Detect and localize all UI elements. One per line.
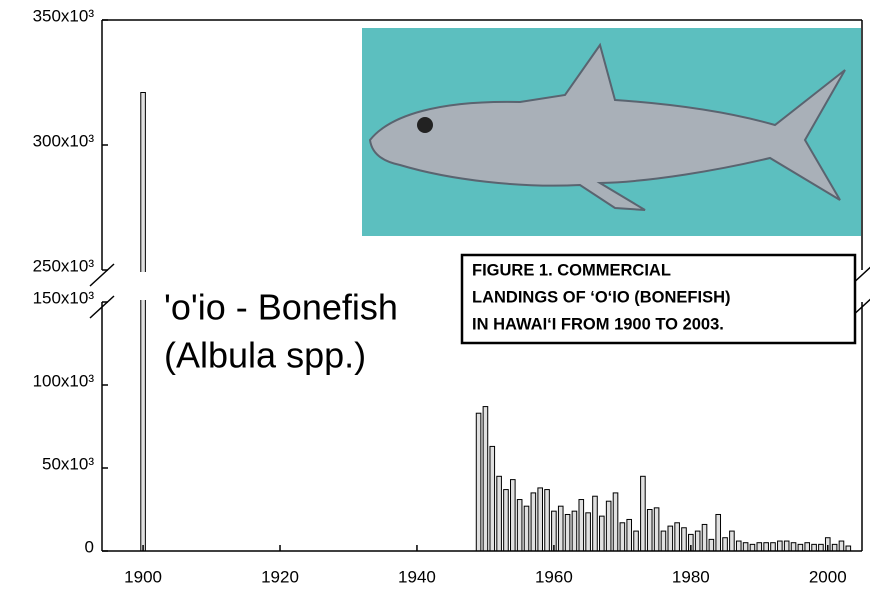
bar xyxy=(606,501,611,551)
bar xyxy=(654,508,659,551)
bar xyxy=(819,544,824,551)
bar xyxy=(586,513,591,551)
page: {"chart_data": { "type": "bar", "annotat… xyxy=(0,0,870,592)
bar xyxy=(641,476,646,551)
bar xyxy=(778,541,783,551)
x-tick-label: 1900 xyxy=(124,567,162,586)
bar xyxy=(565,514,570,551)
bar xyxy=(832,544,837,551)
x-tick-label: 1920 xyxy=(261,567,299,586)
y-tick-label: 0 xyxy=(85,537,94,556)
bar xyxy=(702,524,707,551)
y-tick-label: 250x10³ xyxy=(33,256,95,275)
x-tick-label: 1940 xyxy=(398,567,436,586)
bar xyxy=(812,544,817,551)
caption-line: IN HAWAI‘I FROM 1900 TO 2003. xyxy=(472,315,724,333)
y-tick-label: 100x10³ xyxy=(33,371,95,390)
bar xyxy=(805,543,810,551)
bar xyxy=(682,528,687,551)
bar xyxy=(695,531,700,551)
bar xyxy=(750,544,755,551)
bar xyxy=(791,543,796,551)
bar xyxy=(784,541,789,551)
annotation: 'o'io - Bonefish xyxy=(164,287,398,328)
bar xyxy=(579,500,584,551)
bar xyxy=(504,490,509,551)
bar xyxy=(736,541,741,551)
chart: FIGURE 1. COMMERCIAL LANDINGS OF ‘O‘IO (… xyxy=(0,0,870,592)
bar xyxy=(613,493,618,551)
bar xyxy=(743,543,748,551)
x-tick-label: 2000 xyxy=(809,567,847,586)
bar xyxy=(764,543,769,551)
bar xyxy=(476,413,481,551)
bar xyxy=(723,538,728,551)
bar xyxy=(538,488,543,551)
bar xyxy=(627,519,632,551)
caption-line: LANDINGS OF ‘O‘IO (BONEFISH) xyxy=(472,288,731,306)
bar xyxy=(490,446,495,551)
bar xyxy=(511,480,516,551)
bar xyxy=(647,510,652,552)
caption-line: FIGURE 1. COMMERCIAL xyxy=(472,261,671,279)
bar xyxy=(839,541,844,551)
x-tick-label: 1980 xyxy=(672,567,710,586)
bar xyxy=(620,523,625,551)
bar xyxy=(675,523,680,551)
bar xyxy=(572,511,577,551)
bar xyxy=(757,543,762,551)
bar xyxy=(593,496,598,551)
annotation: (Albula spp.) xyxy=(164,335,366,376)
bar xyxy=(716,514,721,551)
bar xyxy=(531,493,536,551)
bar xyxy=(600,516,605,551)
bar xyxy=(517,500,522,551)
bar xyxy=(524,506,529,551)
x-tick-label: 1960 xyxy=(535,567,573,586)
bar xyxy=(730,531,735,551)
bar xyxy=(634,531,639,551)
bar xyxy=(798,544,803,551)
bar xyxy=(661,531,666,551)
y-tick-label: 350x10³ xyxy=(33,6,95,25)
y-tick-label: 50x10³ xyxy=(42,454,94,473)
y-tick-label: 150x10³ xyxy=(33,288,95,307)
bar xyxy=(497,476,502,551)
bar xyxy=(558,506,563,551)
y-tick-label: 300x10³ xyxy=(33,131,95,150)
bar xyxy=(668,526,673,551)
fish-eye xyxy=(417,117,433,133)
bar xyxy=(771,543,776,551)
bar xyxy=(483,407,488,551)
bar xyxy=(545,490,550,551)
bar xyxy=(709,539,714,551)
bar xyxy=(141,93,146,552)
fish-photo xyxy=(362,28,861,236)
